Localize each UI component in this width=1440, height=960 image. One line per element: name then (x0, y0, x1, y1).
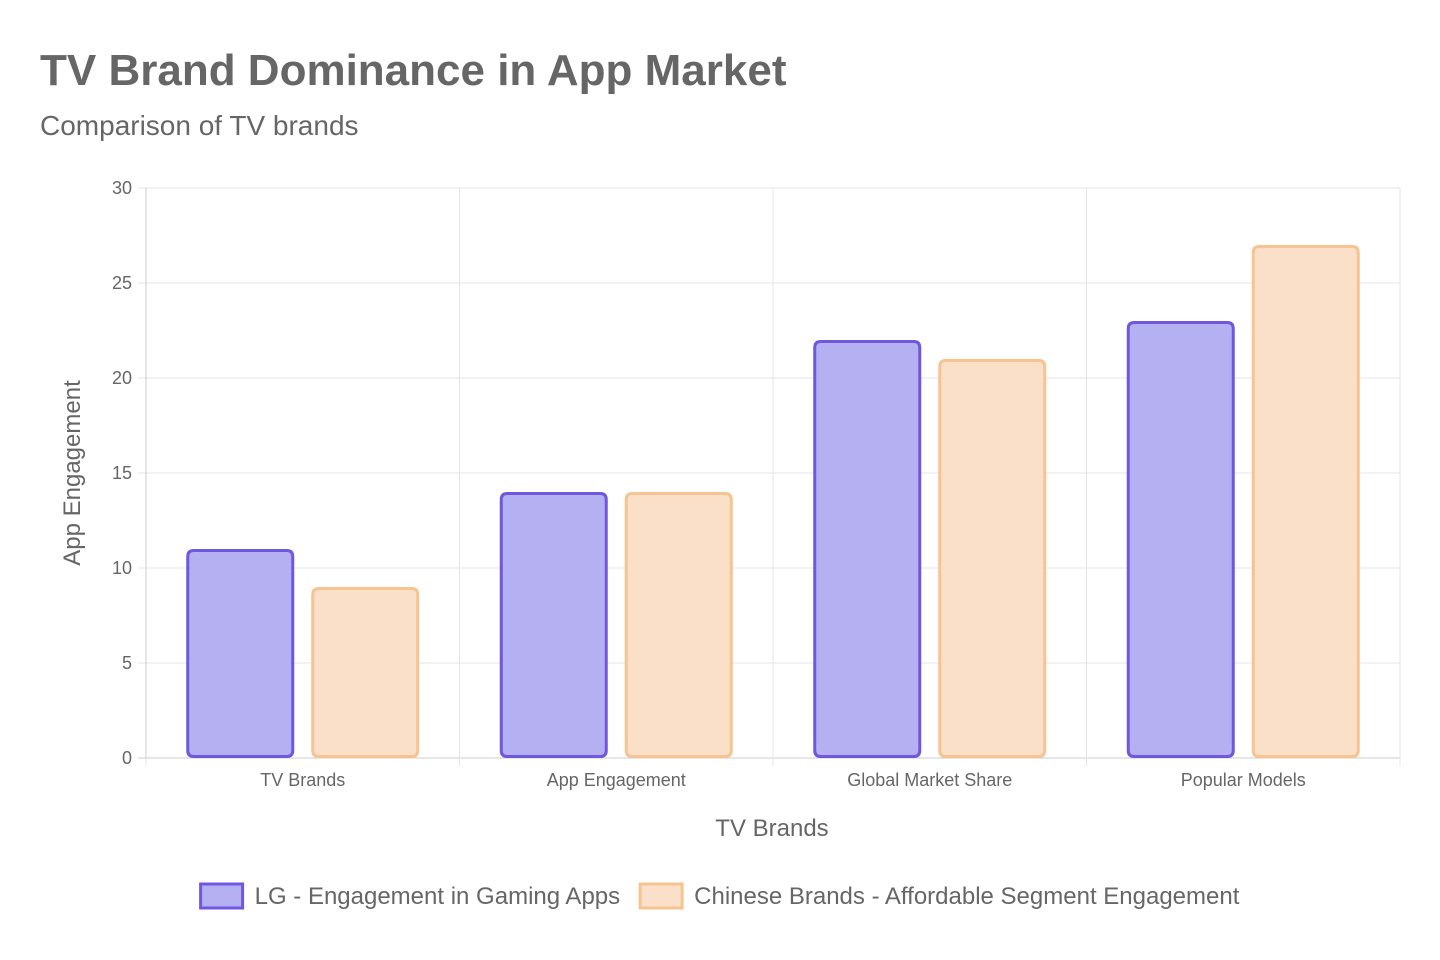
y-tick-label: 5 (122, 653, 132, 673)
legend-label: Chinese Brands - Affordable Segment Enga… (694, 883, 1240, 910)
legend-label: LG - Engagement in Gaming Apps (255, 883, 621, 910)
legend[interactable]: LG - Engagement in Gaming Apps Chinese Br… (199, 882, 1240, 910)
bar-series-1-3[interactable] (813, 340, 922, 758)
bar-series-1-1[interactable] (186, 549, 295, 758)
y-tick-label: 20 (112, 368, 132, 388)
x-axis-title: TV Brands (715, 815, 828, 842)
y-tick-label: 0 (122, 748, 132, 768)
y-axis-title: App Engagement (59, 380, 86, 566)
bar-series-1-4[interactable] (1126, 321, 1235, 758)
legend-swatch (199, 882, 245, 910)
x-tick-label: App Engagement (547, 770, 686, 790)
y-tick-label: 25 (112, 273, 132, 293)
bar-series-1-2[interactable] (499, 492, 608, 758)
bar-series-2-1[interactable] (311, 587, 420, 758)
y-tick-label: 30 (112, 178, 132, 198)
x-tick-label: Global Market Share (847, 770, 1012, 790)
bar-series-2-4[interactable] (1251, 245, 1360, 758)
legend-item-2[interactable]: Chinese Brands - Affordable Segment Enga… (638, 882, 1240, 910)
bar-series-2-3[interactable] (938, 359, 1047, 758)
y-tick-label: 15 (112, 463, 132, 483)
bars (186, 245, 1360, 758)
x-tick-label: TV Brands (260, 770, 345, 790)
y-axis-ticks: 0 5 10 15 20 25 30 (112, 178, 132, 768)
chart-subtitle: Comparison of TV brands (40, 110, 359, 141)
x-axis-ticks: TV Brands App Engagement Global Market Sha… (260, 770, 1306, 790)
bar-series-2-2[interactable] (624, 492, 733, 758)
legend-swatch (638, 882, 684, 910)
legend-item-1[interactable]: LG - Engagement in Gaming Apps (199, 882, 621, 910)
y-tick-label: 10 (112, 558, 132, 578)
x-tick-label: Popular Models (1181, 770, 1306, 790)
chart-title: TV Brand Dominance in App Market (40, 46, 787, 95)
